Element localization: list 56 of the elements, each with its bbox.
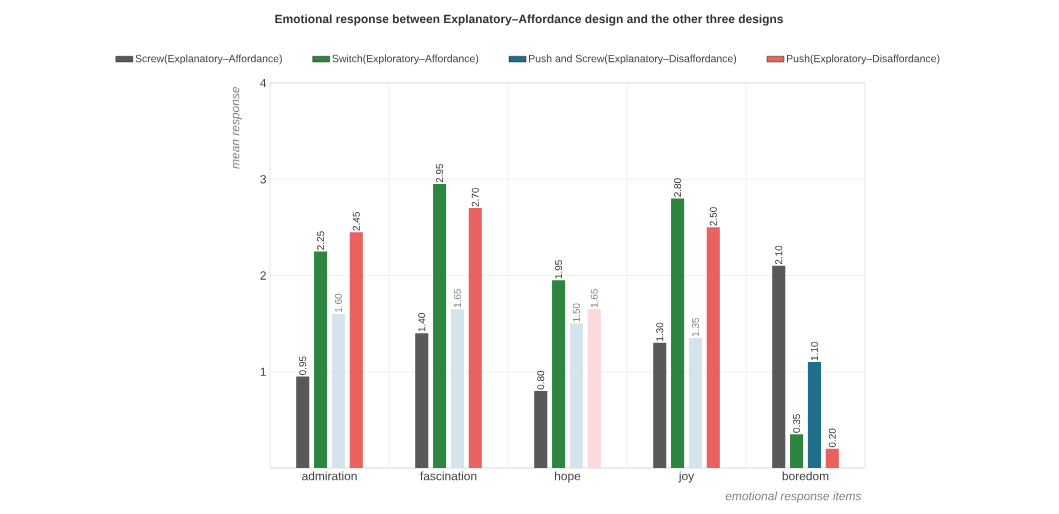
legend-label: Push(Exploratory–Disaffordance) — [787, 54, 940, 65]
bar — [825, 448, 839, 468]
bar — [450, 309, 464, 468]
y-tick-label: 1 — [260, 367, 266, 376]
data-label: 1.50 — [572, 303, 580, 322]
bar — [349, 232, 363, 468]
data-label: 1.35 — [691, 317, 699, 337]
data-label: 1.65 — [453, 289, 461, 308]
bar — [790, 434, 804, 468]
bar — [653, 342, 667, 468]
bar — [534, 390, 548, 468]
x-tick-label: joy — [678, 471, 695, 483]
bar — [331, 313, 345, 468]
data-label: 0.35 — [793, 414, 801, 433]
bar — [671, 198, 685, 468]
data-label: 1.30 — [656, 322, 664, 341]
data-label: 2.70 — [471, 187, 479, 207]
data-label: 2.50 — [709, 207, 717, 226]
bar — [688, 338, 702, 468]
legend-label: Push and Screw(Explanatory–Disaffordance) — [529, 54, 737, 65]
bar — [296, 376, 310, 468]
bar — [415, 333, 429, 468]
data-label: 0.20 — [828, 428, 836, 448]
data-label: 1.10 — [810, 341, 818, 361]
chart-title: Emotional response between Explanatory–Affordance design and the other three designs — [275, 14, 783, 26]
data-label: 1.40 — [418, 313, 426, 332]
x-tick-label: fascination — [420, 471, 477, 481]
y-tick-label: 4 — [260, 78, 267, 88]
data-label: 0.80 — [537, 370, 545, 390]
x-tick-label: admiration — [302, 471, 357, 481]
y-axis-title: mean response — [232, 86, 242, 169]
bar — [807, 362, 821, 468]
bar — [706, 227, 720, 468]
data-label: 2.10 — [775, 245, 783, 265]
data-label: 1.95 — [555, 260, 563, 279]
data-label: 2.45 — [352, 212, 360, 231]
data-label: 2.25 — [317, 231, 325, 250]
legend-label: Switch(Exploratory–Affordance) — [332, 54, 479, 65]
bar — [468, 208, 482, 468]
x-tick-label: hope — [555, 471, 581, 483]
x-axis-title: emotional response items — [725, 491, 862, 503]
bar — [569, 323, 583, 468]
bar — [587, 309, 601, 468]
bar — [433, 184, 447, 468]
bar — [772, 265, 786, 468]
data-label: 1.65 — [590, 289, 598, 308]
data-label: 1.60 — [334, 293, 342, 313]
bar — [314, 251, 328, 468]
y-tick-label: 2 — [260, 271, 266, 280]
data-label: 0.95 — [299, 356, 307, 375]
bar — [552, 280, 566, 468]
x-tick-label: boredom — [782, 471, 829, 481]
data-label: 2.80 — [674, 178, 682, 197]
data-label: 2.95 — [436, 163, 444, 183]
legend-label: Screw(Explanatory–Affordance) — [135, 54, 282, 65]
y-tick-label: 3 — [260, 175, 266, 184]
